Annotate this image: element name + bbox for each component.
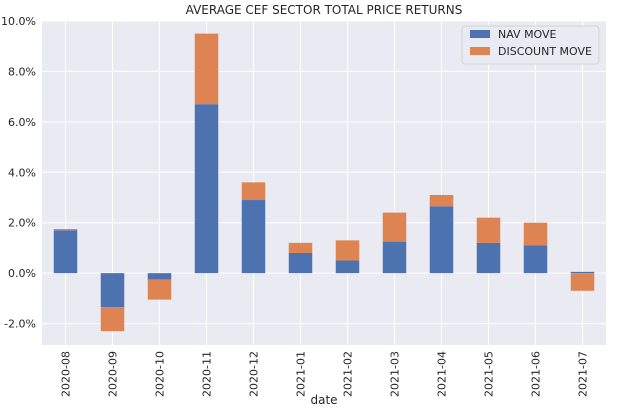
x-tick-label: 2020-10 — [154, 351, 167, 397]
x-tick-label: 2020-11 — [201, 351, 214, 397]
x-tick-label: 2021-05 — [483, 351, 496, 397]
legend-swatch-discount-move — [470, 47, 490, 55]
bar-discount-move-2020-08 — [53, 229, 78, 231]
x-tick-label: 2020-12 — [248, 351, 261, 397]
bar-discount-move-2021-02 — [335, 240, 360, 261]
y-tick-label: 6.0% — [8, 116, 36, 129]
bar-nav-move-2020-09 — [100, 273, 125, 308]
bar-discount-move-2020-09 — [100, 307, 125, 332]
x-axis-label: date — [310, 393, 337, 407]
bar-discount-move-2021-04 — [429, 194, 454, 207]
y-tick-label: 2.0% — [8, 217, 36, 230]
legend-box — [461, 25, 600, 65]
bar-discount-move-2020-12 — [241, 182, 266, 201]
bar-discount-move-2021-05 — [476, 217, 501, 243]
y-tick-label: 10.0% — [1, 15, 36, 28]
x-tick-label: 2021-03 — [389, 351, 402, 397]
bar-discount-move-2020-11 — [194, 33, 219, 105]
legend-swatch-nav-move — [470, 30, 490, 38]
x-tick-label: 2021-06 — [530, 351, 543, 397]
bar-nav-move-2021-01 — [288, 252, 313, 274]
bar-discount-move-2021-03 — [382, 212, 407, 242]
bars — [53, 33, 595, 332]
bar-nav-move-2020-11 — [194, 104, 219, 274]
y-tick-label: -2.0% — [4, 318, 36, 331]
x-tick-labels: 2020-08 2020-09 2020-10 2020-11 2020-12 2021-… — [60, 351, 590, 397]
bar-discount-move-2021-01 — [288, 242, 313, 253]
y-tick-label: 0.0% — [8, 267, 36, 280]
x-tick-label: 2021-07 — [577, 351, 590, 397]
y-tick-label: 8.0% — [8, 65, 36, 78]
x-tick-label: 2021-01 — [295, 351, 308, 397]
y-tick-label: 4.0% — [8, 166, 36, 179]
chart-title: AVERAGE CEF SECTOR TOTAL PRICE RETURNS — [186, 3, 463, 17]
legend-label-nav-move: NAV MOVE — [498, 28, 557, 41]
bar-discount-move-2020-10 — [147, 279, 172, 300]
bar-nav-move-2020-10 — [147, 273, 172, 280]
bar-discount-move-2021-07 — [570, 273, 595, 291]
x-tick-label: 2021-04 — [436, 351, 449, 397]
x-tick-label: 2020-08 — [60, 351, 73, 397]
bar-nav-move-2021-07 — [570, 271, 595, 274]
bar-nav-move-2020-08 — [53, 230, 78, 274]
y-tick-labels: -2.0% 0.0% 2.0% 4.0% 6.0% 8.0% 10.0% — [1, 15, 36, 331]
bar-nav-move-2020-12 — [241, 200, 266, 274]
x-tick-label: 2021-02 — [342, 351, 355, 397]
bar-nav-move-2021-02 — [335, 260, 360, 274]
bar-nav-move-2021-04 — [429, 206, 454, 274]
bar-nav-move-2021-06 — [523, 245, 548, 274]
bar-nav-move-2021-03 — [382, 241, 407, 274]
x-tick-label: 2020-09 — [107, 351, 120, 397]
legend-label-discount-move: DISCOUNT MOVE — [498, 45, 592, 58]
plot-background — [42, 21, 606, 345]
legend: NAV MOVE DISCOUNT MOVE — [461, 25, 600, 65]
bar-discount-move-2021-06 — [523, 222, 548, 246]
bar-nav-move-2021-05 — [476, 242, 501, 274]
